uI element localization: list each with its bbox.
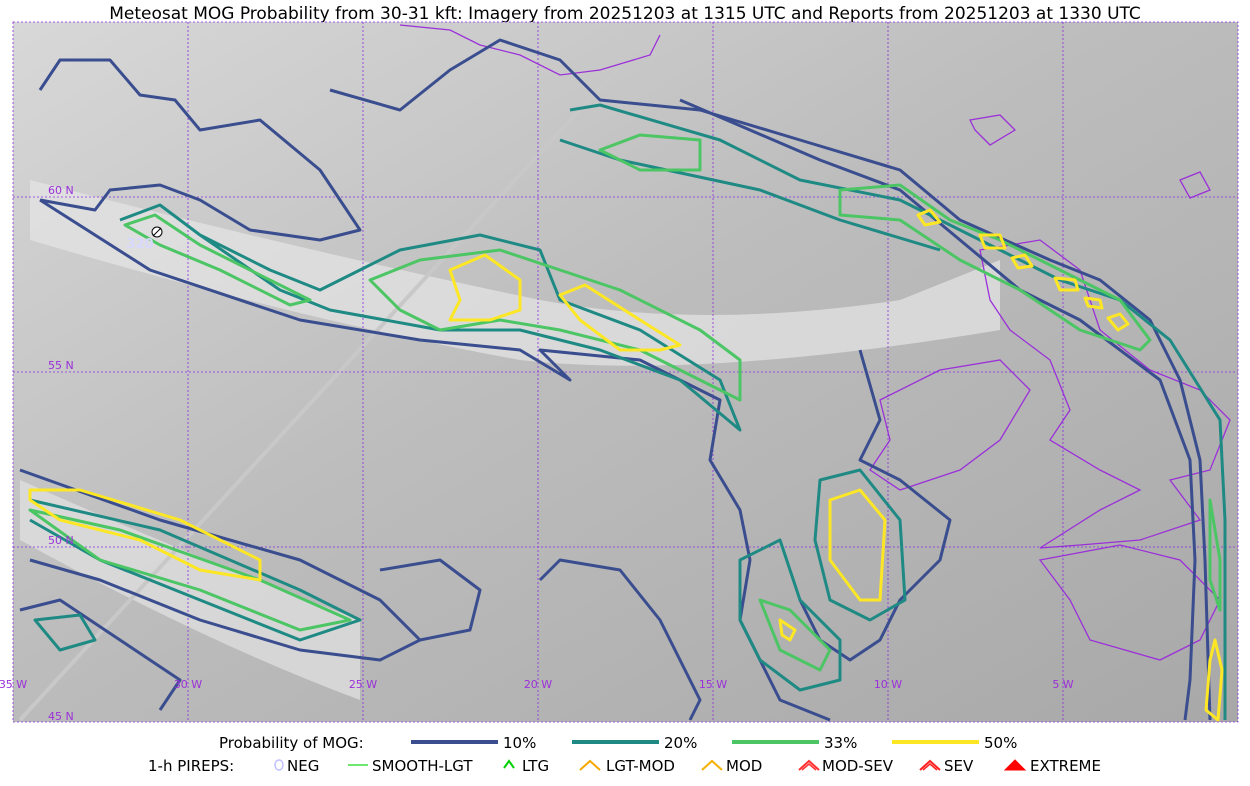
pirep-icon (274, 759, 284, 771)
lat-label: 60 N (48, 184, 74, 197)
pirep-icon (801, 763, 817, 771)
lon-label: 30 W (174, 678, 202, 691)
pirep-label: LGT-MOD (606, 757, 675, 775)
graticule (12, 21, 1239, 723)
pirep: 320 (126, 226, 163, 252)
pirep-icon (503, 759, 515, 769)
pirep-legend-title: 1-h PIREPS: (148, 757, 234, 775)
contour-label: 10% (503, 734, 536, 752)
graticule-labels: 60 N 55 N 50 N 45 N 35 W 30 W 25 W 20 W 15 W 10 W… (0, 184, 1074, 723)
lon-label: 20 W (524, 678, 552, 691)
contour-legend-title: Probability of MOG: (219, 734, 364, 752)
pirep-label: SEV (944, 757, 974, 775)
pirep-icon (798, 759, 820, 771)
lon-label: 5 W (1052, 678, 1073, 691)
pirep-icon (579, 759, 601, 771)
lat-label: 55 N (48, 359, 74, 372)
title: Meteosat MOG Probability from 30-31 kft:… (109, 4, 1141, 24)
pirep-icon (919, 759, 941, 771)
pirep-label: NEG (287, 757, 319, 775)
lat-label: 50 N (48, 534, 74, 547)
pirep-icon (922, 763, 938, 771)
legend: Probability of MOG: 10% 20% 33% 50% 1-h PIREP… (148, 734, 1101, 775)
pirep-label: EXTREME (1030, 757, 1101, 775)
pirep-label: SMOOTH-LGT (372, 757, 473, 775)
contour-label: 33% (824, 734, 857, 752)
lat-label: 45 N (48, 710, 74, 723)
coastlines (399, 24, 1231, 661)
lon-label: 10 W (874, 678, 902, 691)
contours (19, 38, 1227, 722)
pirep-label: LTG (522, 757, 549, 775)
lon-label: 35 W (0, 678, 27, 691)
pirep-icon (701, 759, 723, 771)
lon-label: 15 W (699, 678, 727, 691)
contour-label: 50% (984, 734, 1017, 752)
contour-label: 20% (664, 734, 697, 752)
pirep-flight-level: 320 (126, 237, 153, 252)
pirep-label: MOD (726, 757, 762, 775)
pirep-label: MOD-SEV (822, 757, 894, 775)
pirep-icon (1003, 759, 1027, 771)
lon-label: 25 W (349, 678, 377, 691)
